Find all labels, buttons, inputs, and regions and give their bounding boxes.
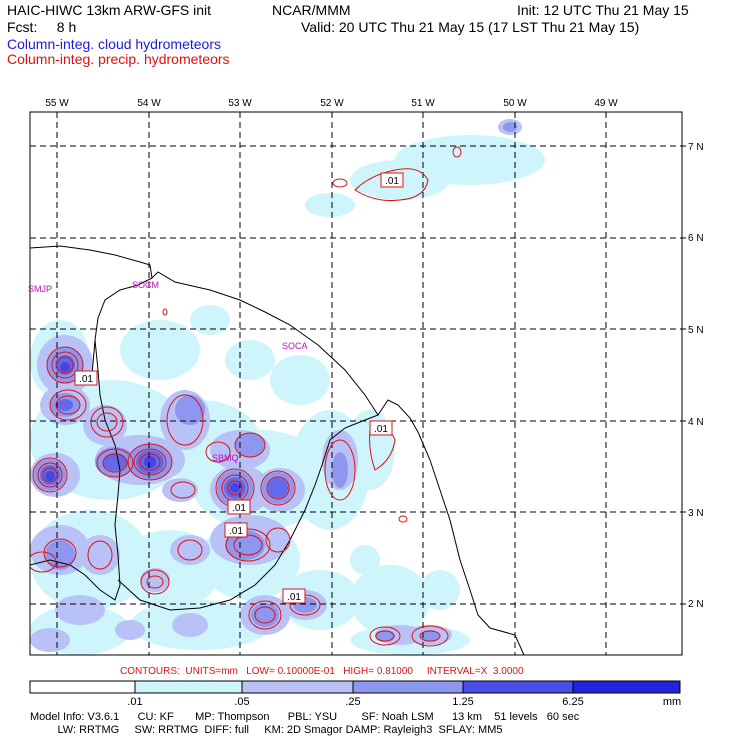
colorbar [29,680,681,694]
cloud-shading [30,119,545,655]
station-sbmq: SBMQ [212,453,239,463]
colorbar-tick: .25 [345,696,361,708]
contour-label: .01 [79,374,93,385]
station-smjp: SMJP [28,284,52,294]
lat-label: 6 N [688,233,704,244]
colorbar-tick: 1.25 [452,696,474,708]
init-time: Init: 12 UTC Thu 21 May 15 [517,2,689,18]
contour-label: .01 [374,424,388,435]
valid-time: Valid: 20 UTC Thu 21 May 15 (17 LST Thu … [301,19,640,35]
lon-label: 53 W [228,98,252,109]
contours-note: CONTOURS: UNITS=mm LOW= 0.10000E-01 HIGH… [120,666,524,677]
lat-label: 5 N [688,325,704,336]
colorbar-tick: .01 [127,696,143,708]
lat-label: 7 N [688,142,704,153]
lat-ticks [682,145,686,605]
contour-label: .01 [385,176,399,187]
contour-value-labels: .01 .01 .01 .01 .01 .01 [74,172,404,604]
colorbar-tick: .05 [234,696,250,708]
plot-frame [29,111,683,656]
lon-labels: 55 W 54 W 53 W 52 W 51 W 50 W 49 W [45,98,618,109]
legend-cloud: Column-integ. cloud hydrometeors [7,36,221,52]
lat-lon-grid [30,112,682,655]
lon-label: 50 W [503,98,527,109]
station-socm: SOCM [132,280,159,290]
lat-label: 4 N [688,417,704,428]
org-label: NCAR/MMM [272,2,351,18]
model-info-line2: LW: RRTMG SW: RRTMG DIFF: full KM: 2D Sm… [30,724,503,736]
contour-label: .01 [232,503,246,514]
colorbar-unit: mm [662,696,682,708]
lon-label: 49 W [594,98,618,109]
run-title: HAIC-HIWC 13km ARW-GFS init [7,2,212,18]
lon-label: 51 W [411,98,435,109]
station-soca: SOCA [282,341,308,351]
colorbar-tick: 6.25 [562,696,584,708]
lat-label: 3 N [688,508,704,519]
lon-label: 52 W [320,98,344,109]
model-info-line1: Model Info: V3.6.1 CU: KF MP: Thompson P… [30,711,580,723]
lat-label: 2 N [688,599,704,610]
contour-label: .01 [287,592,301,603]
legend-precip: Column-integ. precip. hydrometeors [7,51,230,67]
lat-labels: 7 N 6 N 5 N 4 N 3 N 2 N [688,142,704,610]
forecast-hour: Fcst: 8 h [7,19,77,35]
station-labels: SMJP SOCM SOCA SBMQ [28,280,308,463]
contour-label: .01 [229,526,243,537]
lon-label: 55 W [45,98,69,109]
lon-label: 54 W [137,98,161,109]
